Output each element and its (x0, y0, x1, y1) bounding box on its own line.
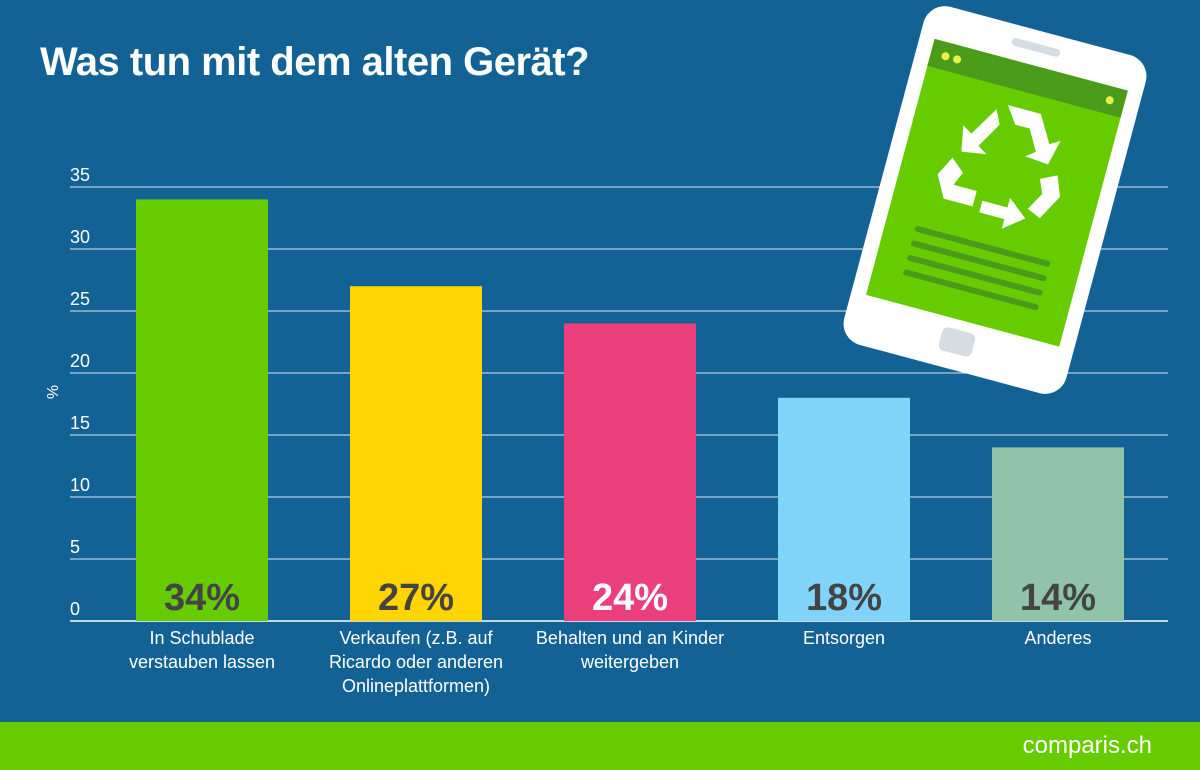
y-tick-label: 15 (70, 413, 90, 433)
bar (136, 199, 268, 621)
data-label: 24% (592, 577, 668, 619)
bar (778, 397, 910, 621)
y-tick-label: 30 (70, 227, 90, 247)
data-label: 14% (1020, 577, 1096, 619)
y-tick-label: 10 (70, 475, 90, 495)
x-tick-label: Onlineplattformen) (342, 676, 490, 696)
y-tick-label: 0 (70, 599, 80, 619)
y-tick-label: 5 (70, 537, 80, 557)
x-tick-label: weitergeben (580, 652, 679, 672)
bar (992, 447, 1124, 621)
bar-chart: 0 5 10 15 20 25 30 35% 34% In Schublade verstauben… (45, 165, 1168, 696)
bar (564, 323, 696, 621)
x-tick-label: Verkaufen (z.B. auf (339, 628, 493, 648)
brand-logo: comparis.ch (1022, 732, 1152, 759)
y-tick-label: 35 (70, 165, 90, 185)
x-tick-label: verstauben lassen (129, 652, 275, 672)
recycling-phone-illustration (830, 0, 1150, 405)
y-tick-label: 25 (70, 289, 90, 309)
data-label: 34% (164, 577, 240, 619)
x-tick-label: Behalten und an Kinder (536, 628, 724, 648)
footer-bar: comparis.ch (0, 722, 1200, 770)
recycle-phone-icon (843, 6, 1147, 394)
y-axis-label: % (45, 385, 62, 399)
chart-title: Was tun mit dem alten Gerät? (40, 40, 590, 84)
data-label: 18% (806, 577, 882, 619)
x-tick-label: Entsorgen (803, 628, 885, 648)
x-tick-label: Ricardo oder anderen (329, 652, 503, 672)
x-tick-label: Anderes (1024, 628, 1091, 648)
x-tick-label: In Schublade (149, 628, 254, 648)
bar (350, 286, 482, 621)
data-label: 27% (378, 577, 454, 619)
y-tick-label: 20 (70, 351, 90, 371)
